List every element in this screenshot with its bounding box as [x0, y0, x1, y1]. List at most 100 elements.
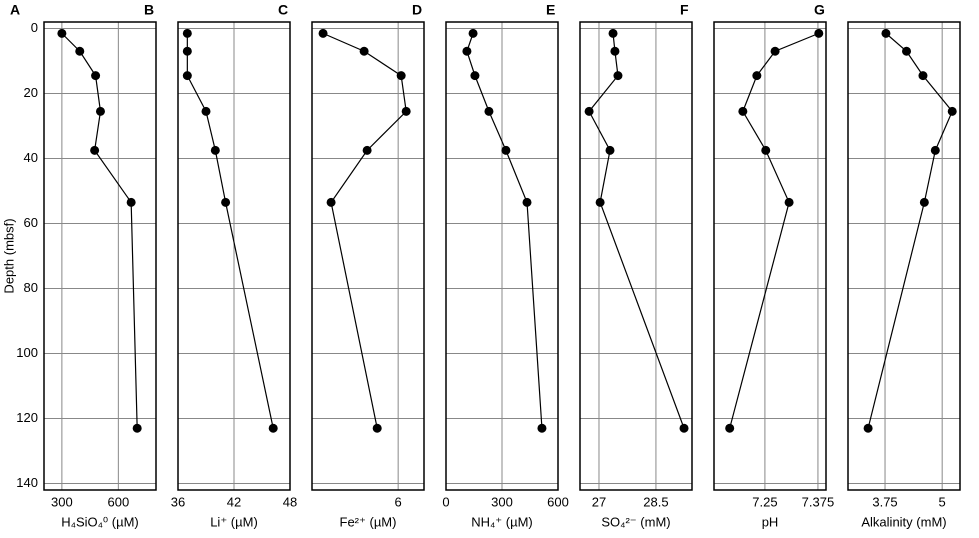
data-point	[501, 145, 511, 155]
series-line	[588, 33, 685, 429]
series-line	[867, 32, 953, 429]
plot-frame	[445, 21, 559, 491]
plot-frame	[579, 21, 693, 491]
data-point	[608, 28, 618, 38]
data-point	[201, 106, 211, 116]
data-point	[484, 106, 494, 116]
data-point	[738, 106, 748, 116]
x-tick-label: 7.25	[752, 494, 777, 509]
data-point	[595, 197, 605, 207]
x-tick-label: 48	[283, 494, 297, 509]
x-tick-label: 300	[51, 494, 73, 509]
data-point	[75, 46, 85, 56]
data-point	[930, 145, 940, 155]
x-axis-label: Alkalinity (mM)	[861, 514, 946, 529]
y-tick-label: 140	[16, 475, 38, 490]
data-point	[95, 106, 105, 116]
panel-label: D	[412, 2, 422, 18]
series-line	[729, 32, 820, 429]
data-point	[610, 46, 620, 56]
data-point	[863, 423, 873, 433]
data-point	[326, 197, 336, 207]
y-tick-label: 100	[16, 345, 38, 360]
y-axis-label: Depth (mbsf)	[1, 218, 16, 293]
data-point	[182, 28, 192, 38]
panel-label: B	[144, 2, 154, 18]
data-point	[372, 423, 382, 433]
panel-label: G	[814, 2, 825, 18]
data-point	[752, 71, 762, 81]
x-tick-label: 6	[395, 494, 402, 509]
x-tick-label: 28.5	[643, 494, 668, 509]
data-point	[468, 28, 478, 38]
x-tick-label: 5	[939, 494, 946, 509]
x-axis-label: pH	[762, 514, 779, 529]
plot-frame	[43, 21, 157, 491]
data-point	[318, 28, 328, 38]
x-tick-label: 7.375	[802, 494, 835, 509]
data-point	[91, 71, 101, 81]
x-axis-label: SO₄²⁻ (mM)	[601, 514, 670, 529]
data-point	[537, 423, 547, 433]
series-line	[322, 32, 407, 429]
data-point	[268, 423, 278, 433]
x-tick-label: 300	[491, 494, 513, 509]
x-tick-label: 27	[592, 494, 606, 509]
data-point	[947, 106, 957, 116]
x-tick-label: 0	[442, 494, 449, 509]
data-point	[462, 46, 472, 56]
data-point	[814, 28, 824, 38]
data-point	[470, 71, 480, 81]
data-point	[182, 46, 192, 56]
y-tick-label: 120	[16, 410, 38, 425]
x-tick-label: 3.75	[872, 494, 897, 509]
x-tick-label: 36	[171, 494, 185, 509]
x-axis-label: Li⁺ (µM)	[210, 514, 258, 529]
data-point	[725, 423, 735, 433]
x-axis-label: H₄SiO₄⁰ (µM)	[61, 514, 138, 529]
data-point	[784, 197, 794, 207]
x-tick-label: 600	[108, 494, 130, 509]
y-tick-label: 20	[24, 85, 38, 100]
data-point	[401, 106, 411, 116]
data-point	[584, 106, 594, 116]
data-point	[396, 71, 406, 81]
data-point	[605, 145, 615, 155]
x-tick-label: 42	[227, 494, 241, 509]
series-line	[186, 33, 274, 429]
y-tick-label: 40	[24, 150, 38, 165]
data-point	[902, 46, 912, 56]
data-point	[881, 28, 891, 38]
data-point	[522, 197, 532, 207]
y-tick-label: 60	[24, 215, 38, 230]
data-point	[132, 423, 142, 433]
data-point	[221, 197, 231, 207]
series-line	[466, 33, 543, 429]
data-point	[613, 71, 623, 81]
panel-label: F	[680, 2, 689, 18]
data-point	[919, 197, 929, 207]
panel-label: C	[278, 2, 288, 18]
data-point	[126, 197, 136, 207]
plot-frame	[847, 21, 961, 491]
data-point	[182, 71, 192, 81]
data-point	[359, 46, 369, 56]
plot-frame	[311, 21, 425, 491]
plot-frame	[177, 21, 291, 491]
data-point	[90, 145, 100, 155]
y-tick-label: 0	[31, 20, 38, 35]
x-tick-label: 600	[547, 494, 569, 509]
data-point	[362, 145, 372, 155]
x-axis-label: NH₄⁺ (µM)	[471, 514, 533, 529]
data-point	[761, 145, 771, 155]
data-point	[679, 423, 689, 433]
data-point	[770, 46, 780, 56]
panel-label: A	[10, 2, 20, 18]
panel-label: E	[546, 2, 555, 18]
plot-frame	[713, 21, 827, 491]
y-tick-label: 80	[24, 280, 38, 295]
data-point	[57, 28, 67, 38]
data-point	[918, 71, 928, 81]
series-line	[61, 32, 138, 429]
